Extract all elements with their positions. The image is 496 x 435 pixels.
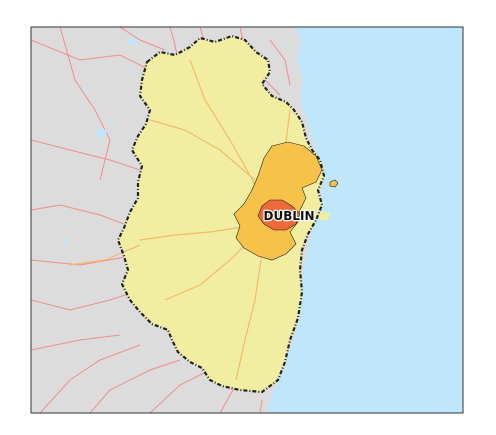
map-frame [30,26,464,414]
islands [318,179,339,220]
city-core [257,199,301,231]
city-label-dublin: DUBLIN [263,209,314,223]
